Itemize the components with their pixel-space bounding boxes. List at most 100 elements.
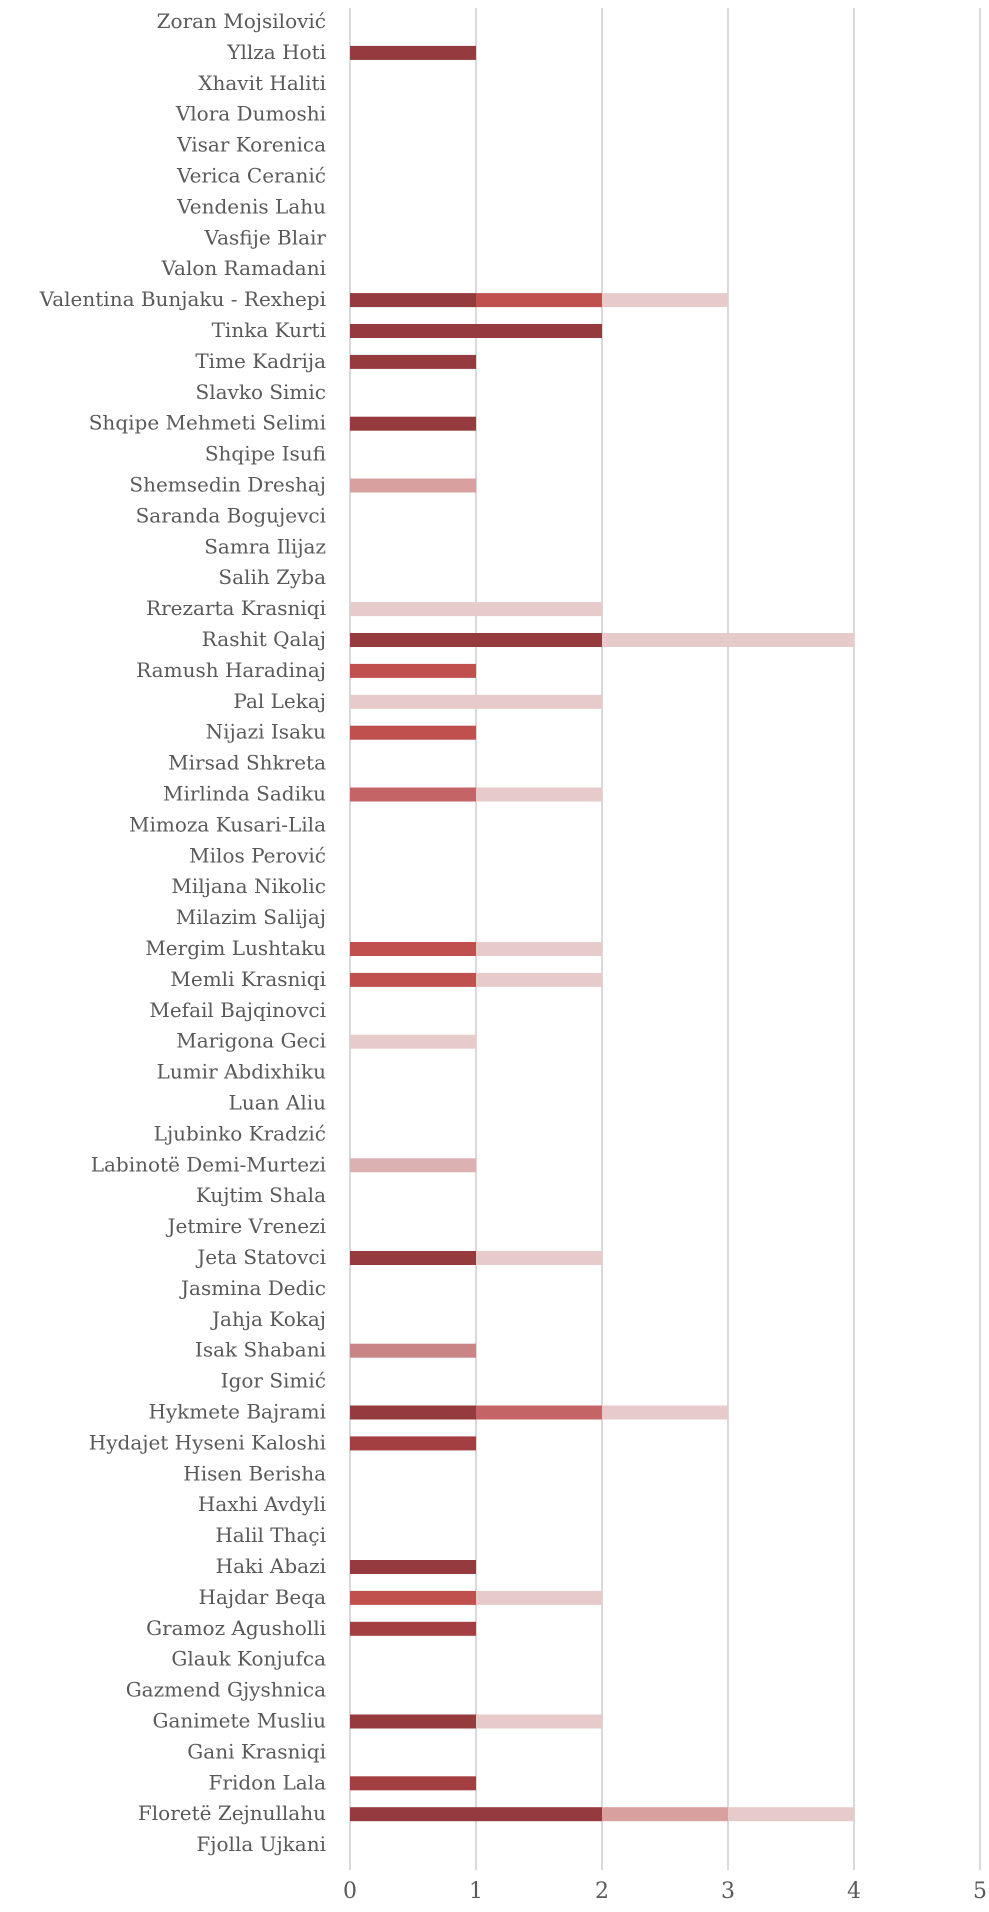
category-label: Vasfije Blair xyxy=(203,225,326,249)
bar-segment xyxy=(350,416,476,431)
bar-segment xyxy=(728,1807,854,1822)
category-label: Gazmend Gjyshnica xyxy=(126,1678,326,1702)
bar-segment xyxy=(602,293,728,308)
category-label: Zoran Mojsilović xyxy=(157,9,326,33)
gridlines xyxy=(349,8,981,1870)
category-label: Labinotë Demi-Murtezi xyxy=(91,1152,326,1176)
category-label: Saranda Bogujevci xyxy=(136,503,326,527)
x-tick-label: 1 xyxy=(469,1879,483,1904)
category-label: Memli Krasniqi xyxy=(170,967,326,991)
category-label: Jeta Statovci xyxy=(195,1245,326,1269)
bar-segment xyxy=(602,633,854,647)
category-label: Rashit Qalaj xyxy=(202,627,326,651)
bar-segment xyxy=(476,1405,602,1420)
category-label: Glauk Konjufca xyxy=(171,1647,326,1671)
x-tick-label: 3 xyxy=(721,1879,735,1904)
category-label: Haxhi Avdyli xyxy=(198,1492,326,1516)
category-label: Igor Simić xyxy=(221,1369,326,1393)
bar-segment xyxy=(350,663,476,678)
category-labels: Zoran Mojsilović Yllza Hoti Xhavit Haliti V… xyxy=(39,9,327,1856)
category-label: Gramoz Agusholli xyxy=(146,1616,326,1640)
category-label: Mirsad Shkreta xyxy=(168,751,326,775)
category-label: Shemsedin Dreshaj xyxy=(129,473,326,497)
bar-segment xyxy=(350,694,602,709)
category-label: Lumir Abdixhiku xyxy=(157,1060,327,1084)
bar-segment xyxy=(476,787,602,802)
bar-segment xyxy=(476,1714,602,1729)
category-label: Samra Ilijaz xyxy=(204,534,326,558)
category-label: Halil Thaçi xyxy=(215,1523,326,1547)
bar-segment xyxy=(350,293,476,308)
x-axis-ticks: 0 1 2 3 4 5 xyxy=(343,1879,987,1904)
category-label: Gani Krasniqi xyxy=(187,1739,326,1763)
category-label: Valon Ramadani xyxy=(160,256,326,280)
category-label: Ganimete Musliu xyxy=(152,1709,326,1733)
category-label: Pal Lekaj xyxy=(233,689,326,713)
bar-segment xyxy=(350,1714,476,1729)
bar-segment xyxy=(476,293,602,308)
category-label: Ramush Haradinaj xyxy=(136,658,326,682)
category-label: Mergim Lushtaku xyxy=(145,936,326,960)
category-label: Kujtim Shala xyxy=(196,1183,326,1207)
category-label: Shqipe Mehmeti Selimi xyxy=(89,411,326,435)
bar-segment xyxy=(350,1251,476,1265)
category-label: Fridon Lala xyxy=(209,1770,327,1794)
bar-segment xyxy=(476,1251,602,1265)
category-label: Mimoza Kusari-Lila xyxy=(129,812,326,836)
category-label: Jetmire Vrenezi xyxy=(166,1214,327,1238)
x-tick-label: 5 xyxy=(973,1879,987,1904)
category-label: Ljubinko Kradzić xyxy=(154,1121,326,1145)
bar-segment xyxy=(350,1158,476,1173)
category-label: Miljana Nikolic xyxy=(171,874,326,898)
category-label: Yllza Hoti xyxy=(226,40,326,64)
bar-segment xyxy=(476,942,602,956)
bar-segment xyxy=(350,725,476,740)
bar-segment xyxy=(476,1590,602,1605)
category-label: Visar Korenica xyxy=(176,133,326,157)
bar-segment xyxy=(476,972,602,987)
bar-segment xyxy=(350,1034,476,1049)
category-label: Valentina Bunjaku - Rexhepi xyxy=(39,287,326,311)
category-label: Hajdar Beqa xyxy=(199,1585,327,1609)
category-label: Milazim Salijaj xyxy=(176,905,326,929)
bar-segment xyxy=(350,942,476,956)
category-label: Luan Aliu xyxy=(229,1091,327,1115)
category-label: Isak Shabani xyxy=(195,1338,326,1362)
category-label: Floretë Zejnullahu xyxy=(138,1801,326,1825)
category-label: Mirlinda Sadiku xyxy=(163,782,326,806)
category-label: Jahja Kokaj xyxy=(210,1307,326,1331)
bar-segment xyxy=(350,1343,476,1358)
bar-segment xyxy=(350,602,602,617)
category-label: Slavko Simic xyxy=(196,380,327,404)
bar-segment xyxy=(350,45,476,60)
category-label: Salih Zyba xyxy=(218,565,326,589)
bar-segment xyxy=(350,1807,602,1822)
bar-segment xyxy=(602,1807,728,1822)
bar-segment xyxy=(350,324,602,338)
category-label: Mefail Bajqinovci xyxy=(149,998,326,1022)
bar-segment xyxy=(350,478,476,493)
bars xyxy=(350,45,854,1822)
bar-segment xyxy=(350,1621,476,1636)
bar-segment xyxy=(350,1405,476,1420)
bar-segment xyxy=(350,1560,476,1574)
category-label: Milos Perović xyxy=(189,843,326,867)
category-label: Shqipe Isufi xyxy=(205,442,326,466)
category-label: Vendenis Lahu xyxy=(176,194,326,218)
category-label: Fjolla Ujkani xyxy=(196,1832,326,1856)
category-label: Marigona Geci xyxy=(176,1029,326,1053)
category-label: Hykmete Bajrami xyxy=(148,1400,326,1424)
bar-segment xyxy=(350,787,476,802)
category-label: Hydajet Hyseni Kaloshi xyxy=(89,1430,326,1454)
category-label: Rrezarta Krasniqi xyxy=(146,596,326,620)
x-tick-label: 0 xyxy=(343,1879,357,1904)
x-tick-label: 4 xyxy=(847,1879,861,1904)
category-label: Nijazi Isaku xyxy=(206,720,327,744)
category-label: Verica Ceranić xyxy=(176,164,326,188)
bar-segment xyxy=(350,1590,476,1605)
bar-segment xyxy=(350,633,602,647)
bar-segment xyxy=(350,1776,476,1791)
category-label: Tinka Kurti xyxy=(212,318,326,342)
